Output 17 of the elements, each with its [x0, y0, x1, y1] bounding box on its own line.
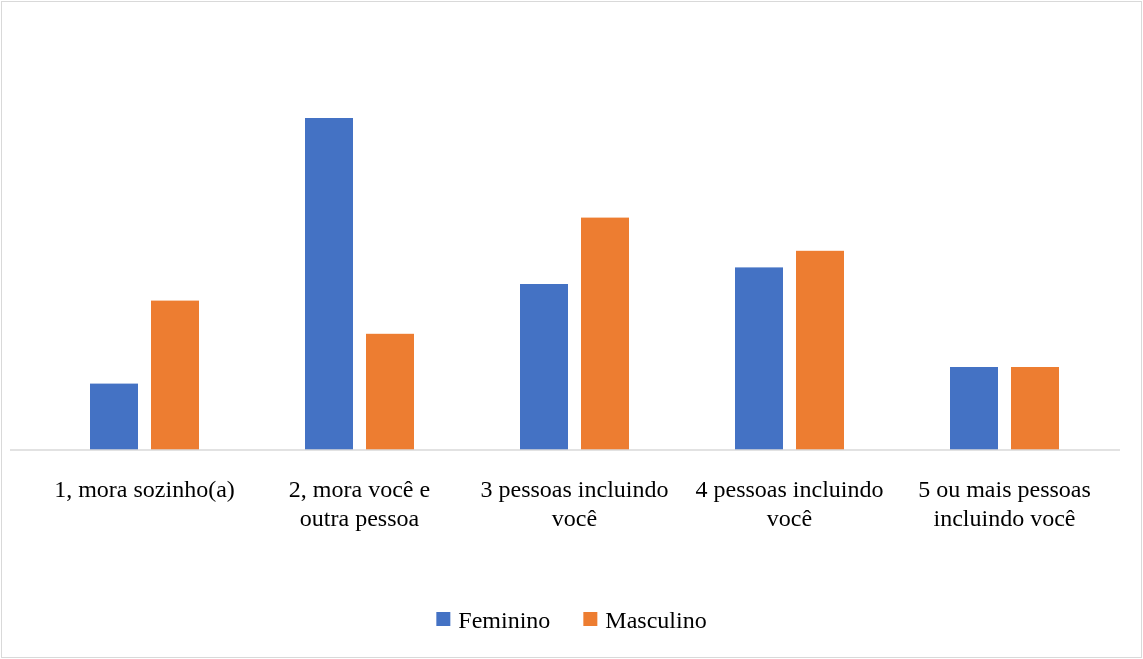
- bar: [735, 267, 783, 450]
- bar: [366, 333, 414, 450]
- x-tick-label: 4 pessoas incluindo você: [695, 476, 884, 531]
- bar: [151, 300, 199, 450]
- x-tick-label: 3 pessoas incluindo você: [480, 476, 669, 531]
- bar: [950, 367, 998, 450]
- x-tick-label: 2, mora você e outra pessoa: [288, 476, 431, 531]
- legend-label: Feminino: [458, 607, 551, 633]
- bar: [90, 383, 138, 450]
- bar: [581, 217, 629, 450]
- bar: [1011, 367, 1059, 450]
- bar: [305, 118, 353, 450]
- x-tick-label: 1, mora sozinho(a): [54, 476, 235, 502]
- bar: [796, 250, 844, 450]
- bar: [520, 284, 568, 450]
- x-tick-label: 5 ou mais pessoas incluindo você: [918, 476, 1091, 531]
- legend-label: Masculino: [605, 607, 707, 633]
